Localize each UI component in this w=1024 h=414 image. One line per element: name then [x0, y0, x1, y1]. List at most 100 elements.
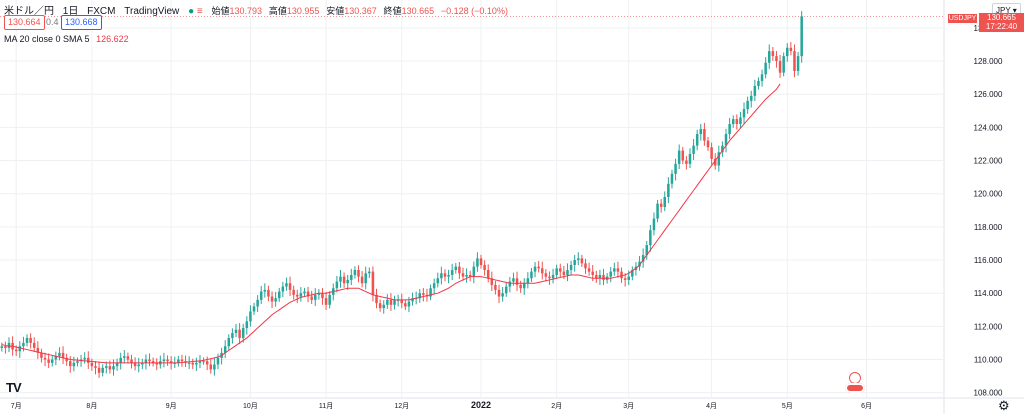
candle-body — [627, 276, 630, 280]
candle-body — [713, 158, 717, 166]
menu-icon[interactable]: ≡ — [196, 6, 203, 17]
candle-body — [32, 342, 36, 348]
flag-events-icon[interactable] — [845, 383, 865, 393]
candle-body — [393, 299, 396, 305]
candle-body — [573, 260, 576, 266]
candle-body — [724, 134, 728, 146]
candle-body — [223, 346, 227, 353]
candle-body — [166, 359, 169, 362]
candle-body — [695, 134, 699, 146]
candle-body — [389, 299, 393, 305]
candle-body — [54, 356, 58, 360]
candle-body — [29, 337, 32, 343]
candle-body — [717, 152, 721, 166]
candle-body — [7, 342, 11, 348]
candle-body — [36, 347, 40, 353]
candle-body — [418, 293, 422, 299]
candle-body — [620, 271, 623, 279]
gear-icon[interactable]: ⚙ — [998, 398, 1010, 413]
candle-body — [566, 269, 569, 275]
candle-body — [119, 357, 122, 363]
candle-body — [613, 268, 616, 272]
candle-body — [321, 293, 324, 299]
y-tick-label: 116.000 — [974, 256, 1003, 265]
candle-body — [465, 274, 468, 277]
ma-label: MA 20 close 0 SMA 5 — [4, 34, 90, 44]
candle-body — [126, 356, 130, 360]
publisher: TradingView — [124, 6, 180, 17]
candle-body — [148, 359, 151, 362]
candle-body — [486, 269, 490, 279]
interval[interactable]: 1日 — [62, 6, 79, 17]
candle-body — [299, 293, 303, 297]
candle-body — [555, 268, 558, 275]
candle-body — [476, 258, 479, 267]
candle-body — [645, 245, 649, 256]
candle-body — [472, 266, 476, 277]
candle-body — [270, 296, 274, 302]
x-tick-label: 9月 — [166, 402, 177, 410]
candle-body — [778, 61, 782, 73]
candle-body — [602, 274, 605, 280]
candle-body — [674, 163, 677, 174]
candle-body — [735, 119, 739, 125]
spread-value: 0.4 — [46, 17, 59, 27]
candle-body — [685, 160, 688, 164]
candle-body — [65, 357, 68, 362]
y-tick-label: 108.000 — [974, 389, 1003, 398]
candle-body — [458, 266, 461, 274]
candle-body — [72, 362, 76, 367]
candle-body — [274, 298, 277, 302]
candle-body — [306, 291, 310, 297]
candle-body — [375, 294, 378, 304]
candle-body — [256, 299, 259, 307]
candle-body — [422, 293, 425, 295]
candle-body — [501, 293, 504, 297]
candle-body — [263, 289, 267, 292]
candle-body — [454, 266, 458, 270]
candle-body — [598, 274, 602, 279]
candle-body — [595, 274, 598, 279]
y-tick-label: 120.000 — [974, 190, 1003, 199]
open-value: 130.793 — [229, 6, 263, 16]
ma-value: 126.622 — [96, 34, 129, 44]
candle-body — [378, 303, 382, 309]
candle-body — [112, 366, 115, 370]
candle-body — [105, 366, 108, 368]
candle-body — [767, 51, 771, 63]
symbol-tag: USDJPY — [948, 14, 977, 23]
candle-body — [180, 359, 184, 362]
candle-body — [677, 150, 681, 164]
candle-body — [303, 291, 306, 294]
candle-body — [688, 153, 692, 164]
candle-body — [562, 271, 566, 275]
bid-button[interactable]: 130.664 — [4, 15, 45, 30]
symbol-name[interactable]: 米ドル／円 — [4, 6, 54, 17]
candle-body — [22, 342, 25, 347]
x-tick-label: 5月 — [782, 402, 793, 410]
candle-body — [663, 197, 667, 207]
data-source: FXCM — [87, 6, 116, 17]
tradingview-logo-icon: TV — [6, 380, 22, 395]
candle-body — [584, 263, 587, 269]
candle-body — [317, 293, 321, 295]
candle-body — [789, 47, 793, 52]
candle-body — [234, 329, 238, 333]
candle-body — [667, 183, 670, 198]
candle-body — [90, 362, 94, 367]
candle-body — [652, 218, 656, 231]
candle-body — [436, 278, 440, 284]
close-value: 130.665 — [401, 6, 435, 16]
candle-body — [187, 362, 191, 364]
x-tick-label: 6月 — [861, 402, 872, 410]
candle-body — [609, 271, 612, 277]
ask-button[interactable]: 130.668 — [61, 15, 102, 30]
candle-body — [382, 304, 385, 309]
candle-body — [259, 291, 263, 300]
candle-body — [285, 283, 288, 287]
candle-body — [508, 281, 512, 287]
y-tick-label: 118.000 — [974, 223, 1003, 232]
chevron-down-icon: ▾ — [1012, 6, 1017, 15]
last-price-tag: 130.665 17:22:40 — [979, 13, 1024, 32]
